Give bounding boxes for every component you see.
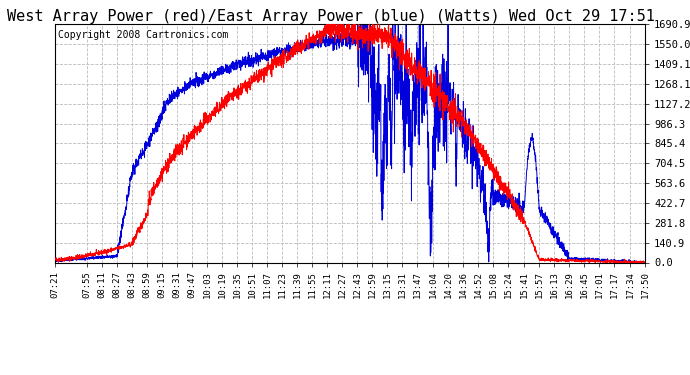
Text: Copyright 2008 Cartronics.com: Copyright 2008 Cartronics.com xyxy=(58,30,228,40)
Text: West Array Power (red)/East Array Power (blue) (Watts) Wed Oct 29 17:51: West Array Power (red)/East Array Power … xyxy=(8,9,655,24)
